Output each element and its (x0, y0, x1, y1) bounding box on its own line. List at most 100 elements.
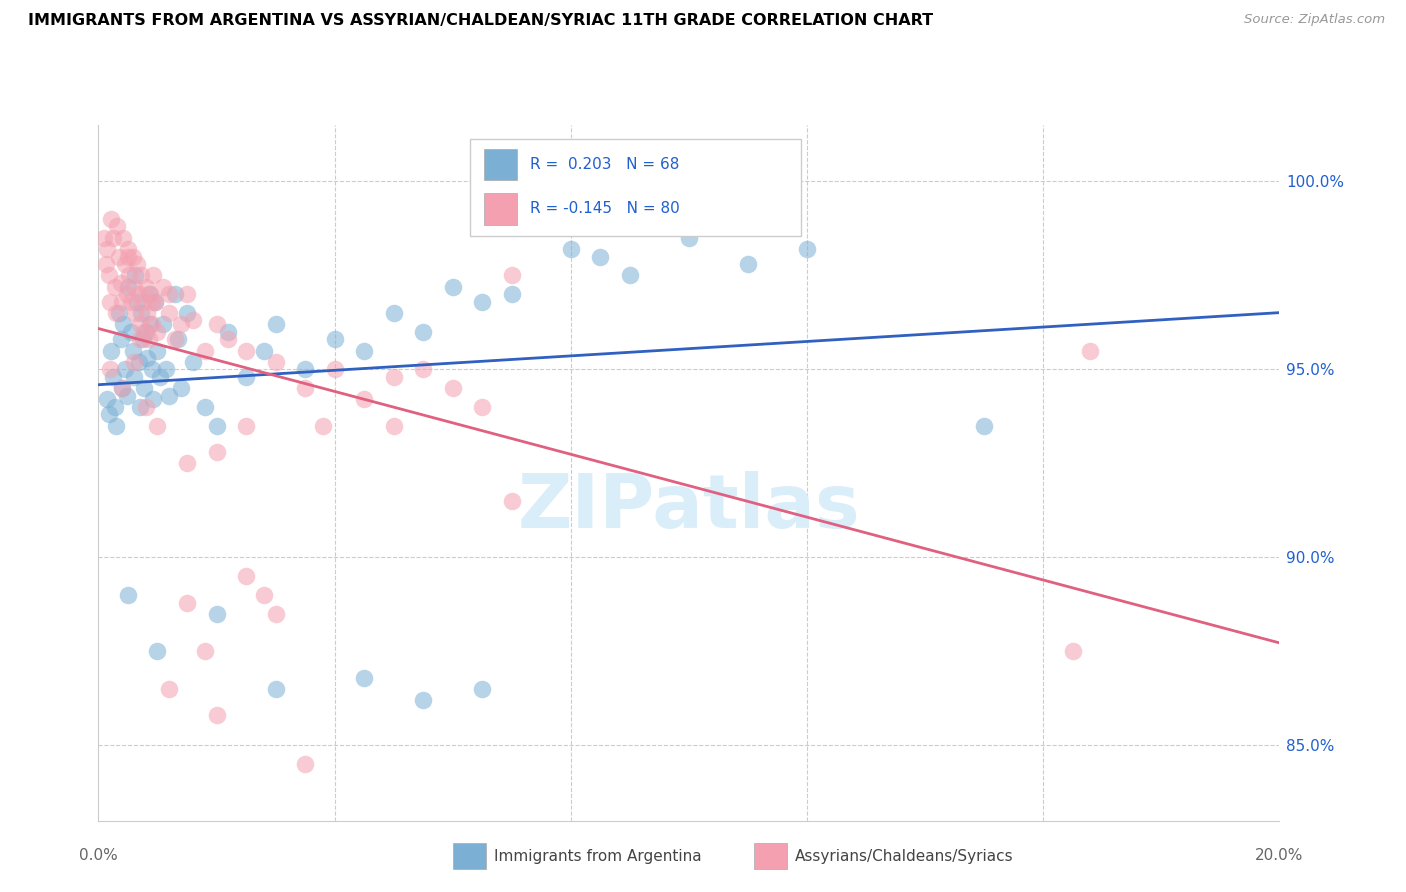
Point (98, 294, 121, 309)
Point (124, 268, 146, 283)
Point (135, 400, 157, 414)
Point (105, 219, 128, 234)
Point (441, 381, 464, 395)
Text: Assyrians/Chaldeans/Syriacs: Assyrians/Chaldeans/Syriacs (796, 849, 1014, 864)
Point (152, 317, 174, 331)
Point (973, 418, 995, 433)
Text: ZIPatlas: ZIPatlas (517, 471, 860, 544)
Point (115, 389, 138, 403)
Point (382, 369, 405, 384)
Point (264, 607, 287, 621)
Point (128, 317, 150, 331)
Point (117, 279, 139, 293)
Point (382, 306, 405, 320)
Point (114, 362, 136, 376)
Point (146, 325, 169, 339)
Point (294, 757, 316, 772)
Point (217, 332, 239, 346)
Point (122, 355, 145, 369)
Point (138, 332, 160, 346)
Point (353, 671, 375, 685)
Point (205, 607, 228, 621)
Point (96, 392, 118, 407)
FancyBboxPatch shape (453, 843, 486, 870)
Point (737, 257, 759, 271)
Point (253, 588, 276, 602)
Point (194, 400, 217, 414)
Point (167, 332, 190, 346)
Point (205, 317, 228, 331)
Point (93, 230, 115, 244)
Point (104, 279, 127, 293)
Point (104, 400, 127, 414)
Point (105, 306, 128, 320)
Point (235, 343, 257, 358)
Point (129, 306, 152, 320)
Point (165, 332, 187, 346)
Point (134, 381, 156, 395)
Point (181, 355, 204, 369)
Point (125, 294, 148, 309)
Point (205, 445, 228, 459)
Point (264, 681, 287, 696)
Point (112, 317, 135, 331)
Text: 0.0%: 0.0% (79, 848, 118, 863)
Text: 20.0%: 20.0% (1256, 848, 1303, 863)
Point (471, 681, 494, 696)
Point (165, 287, 187, 301)
Point (1080, 343, 1102, 358)
Point (115, 287, 138, 301)
Point (1062, 644, 1084, 658)
Point (117, 250, 139, 264)
Point (560, 242, 582, 256)
Point (132, 294, 155, 309)
Point (128, 400, 150, 414)
Point (118, 268, 141, 283)
Point (142, 268, 165, 283)
Point (205, 708, 228, 723)
Point (128, 332, 150, 346)
Point (141, 362, 163, 376)
Point (105, 418, 128, 433)
Point (353, 392, 375, 407)
Point (323, 362, 346, 376)
Point (253, 343, 276, 358)
Point (98, 268, 121, 283)
Point (114, 257, 136, 271)
Point (194, 343, 217, 358)
Point (323, 332, 346, 346)
Point (128, 287, 150, 301)
Point (129, 268, 152, 283)
Point (117, 588, 139, 602)
Point (170, 381, 193, 395)
Point (176, 306, 198, 320)
Point (501, 494, 523, 508)
Point (205, 418, 228, 433)
Point (117, 242, 139, 256)
Text: IMMIGRANTS FROM ARGENTINA VS ASSYRIAN/CHALDEAN/SYRIAC 11TH GRADE CORRELATION CHA: IMMIGRANTS FROM ARGENTINA VS ASSYRIAN/CH… (28, 13, 934, 29)
Point (103, 369, 125, 384)
Point (157, 306, 180, 320)
Point (471, 294, 494, 309)
Point (100, 211, 122, 226)
Text: Source: ZipAtlas.com: Source: ZipAtlas.com (1244, 13, 1385, 27)
Text: Immigrants from Argentina: Immigrants from Argentina (494, 849, 702, 864)
Point (149, 369, 172, 384)
Point (128, 355, 150, 369)
Point (139, 287, 162, 301)
Point (155, 362, 177, 376)
Point (135, 325, 157, 339)
FancyBboxPatch shape (754, 843, 787, 870)
Point (134, 325, 156, 339)
Point (120, 294, 142, 309)
Point (157, 681, 180, 696)
Point (146, 418, 169, 433)
Point (441, 279, 464, 293)
Point (135, 351, 157, 365)
Point (353, 343, 375, 358)
Point (98, 362, 121, 376)
Point (235, 369, 257, 384)
Point (294, 362, 316, 376)
Point (121, 250, 143, 264)
Point (120, 325, 142, 339)
